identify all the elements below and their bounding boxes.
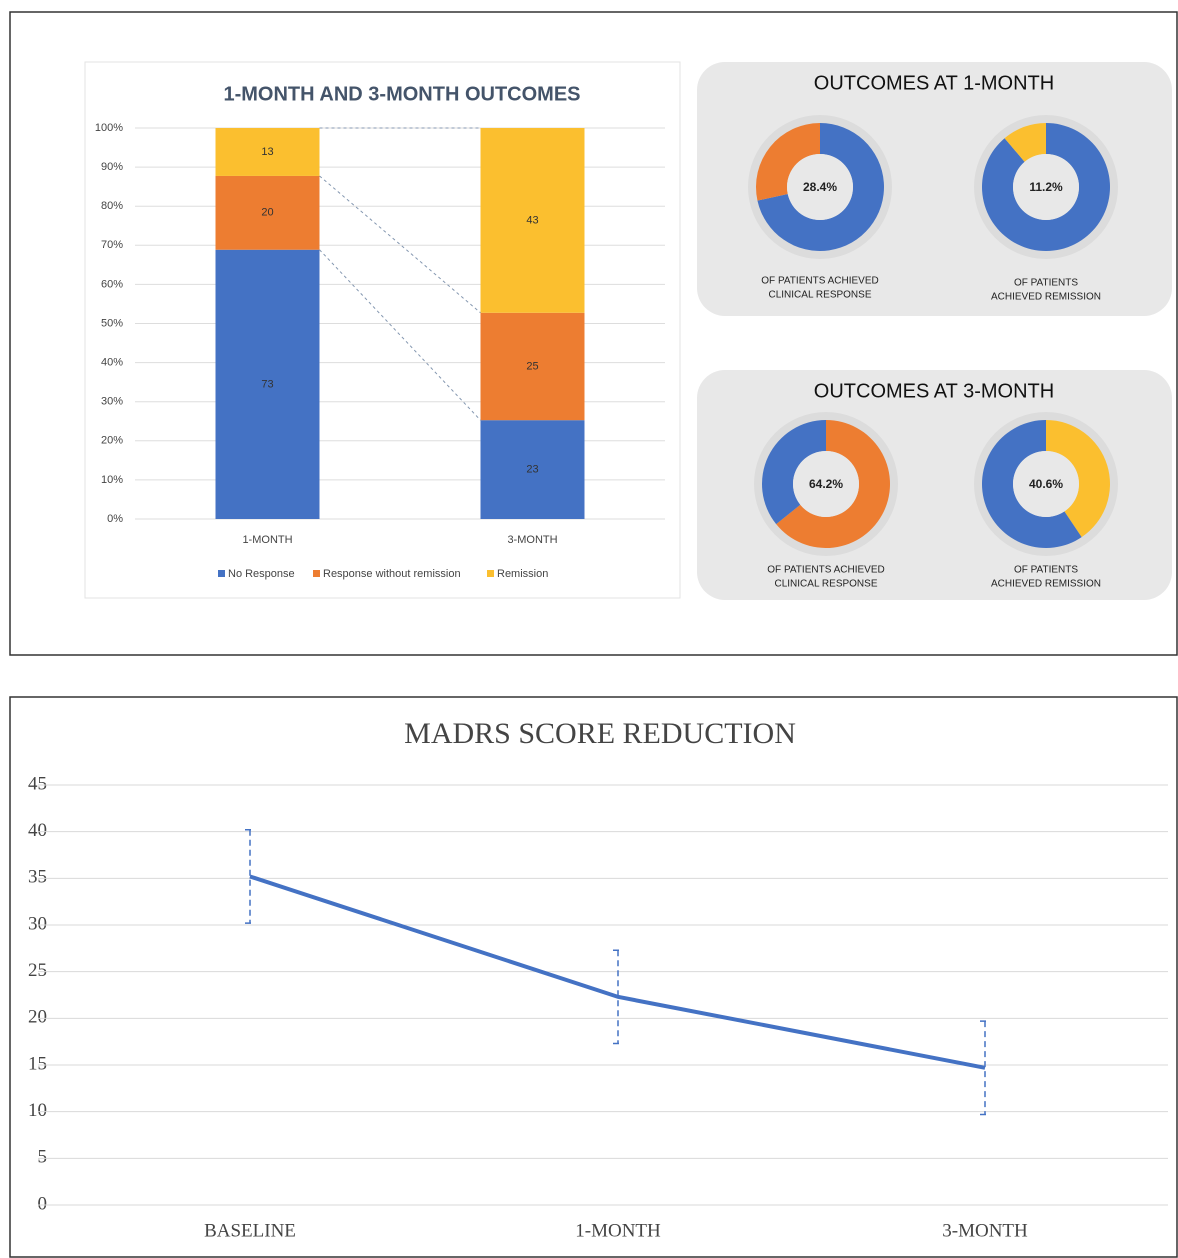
y-tick-label: 100% (95, 122, 123, 134)
caption: ACHIEVED REMISSION (991, 579, 1101, 590)
panel-title: OUTCOMES AT 3-MONTH (814, 380, 1054, 402)
y-tick-label: 70% (101, 239, 123, 251)
center-label: 40.6% (1029, 477, 1063, 491)
y-tick-label: 90% (101, 161, 123, 173)
line (249, 874, 986, 1070)
chart-title: MADRS SCORE REDUCTION (404, 717, 796, 750)
error-bar (980, 1020, 990, 1116)
y-tick-label: 50% (101, 317, 123, 329)
caption: CLINICAL RESPONSE (775, 579, 878, 590)
chart-title: 1-MONTH AND 3-MONTH OUTCOMES (223, 83, 580, 105)
y-tick-label: 10% (101, 474, 123, 486)
center-label: 64.2% (809, 477, 843, 491)
donut-hole (787, 154, 853, 220)
center-label: 11.2% (1029, 180, 1063, 194)
data-label: 25 (526, 360, 538, 372)
bar-segment (215, 249, 320, 519)
donut-hole (793, 451, 859, 517)
y-tick-label: 0 (38, 1193, 48, 1214)
y-tick-label: 20 (28, 1007, 47, 1028)
caption: ACHIEVED REMISSION (991, 292, 1101, 303)
data-label: 73 (261, 378, 273, 390)
x-tick-label: 1-MONTH (242, 534, 292, 546)
donut-slice (762, 420, 826, 525)
bottom-panel (9, 696, 1178, 1258)
caption: CLINICAL RESPONSE (769, 290, 872, 301)
donut-slice (757, 123, 885, 251)
bar-segment (480, 420, 585, 519)
x-tick-label: 1-MONTH (575, 1220, 661, 1241)
y-tick-label: 20% (101, 435, 123, 447)
donut-slice (1046, 420, 1110, 538)
bar-segment (215, 128, 320, 176)
y-tick-label: 15 (28, 1053, 47, 1074)
x-tick-label: 3-MONTH (507, 534, 557, 546)
legend-label: Remission (497, 568, 548, 580)
data-label: 20 (261, 207, 273, 219)
data-label: 23 (526, 463, 538, 475)
data-label: 43 (526, 214, 538, 226)
donut-slice (756, 123, 820, 201)
y-tick-label: 35 (28, 867, 47, 888)
caption: OF PATIENTS ACHIEVED (767, 565, 884, 576)
bar-chart-area (84, 61, 681, 599)
legend-label: Response without remission (323, 568, 461, 580)
panel-title: OUTCOMES AT 1-MONTH (814, 72, 1054, 94)
caption: OF PATIENTS (1014, 565, 1078, 576)
data-label: 13 (261, 146, 273, 158)
y-tick-label: 45 (28, 773, 47, 794)
connector-line (319, 175, 481, 314)
center-label: 28.4% (803, 180, 837, 194)
donut-hole (1013, 154, 1079, 220)
donut-hole (1013, 451, 1079, 517)
y-tick-label: 80% (101, 200, 123, 212)
legend-swatch (313, 570, 320, 577)
error-bar (613, 949, 623, 1045)
donut-slice (981, 123, 1110, 251)
bar-segment (480, 128, 585, 313)
y-tick-label: 5 (38, 1147, 48, 1168)
y-tick-label: 40 (28, 820, 47, 841)
y-tick-label: 30 (28, 913, 47, 934)
y-tick-label: 0% (107, 513, 123, 525)
caption: OF PATIENTS (1014, 278, 1078, 289)
y-tick-label: 40% (101, 357, 123, 369)
bar-segment (215, 175, 320, 250)
legend-swatch (487, 570, 494, 577)
donut-slice (982, 420, 1082, 548)
legend-label: No Response (228, 568, 295, 580)
donut-slice (1004, 123, 1046, 162)
y-tick-label: 30% (101, 396, 123, 408)
bar-segment (480, 312, 585, 421)
y-tick-label: 60% (101, 278, 123, 290)
y-tick-label: 25 (28, 960, 47, 981)
x-tick-label: 3-MONTH (942, 1220, 1028, 1241)
y-tick-label: 10 (28, 1100, 47, 1121)
legend-swatch (218, 570, 225, 577)
error-bar (245, 829, 255, 924)
caption: OF PATIENTS ACHIEVED (761, 276, 878, 287)
x-tick-label: BASELINE (204, 1220, 296, 1241)
donut-slice (776, 420, 891, 548)
